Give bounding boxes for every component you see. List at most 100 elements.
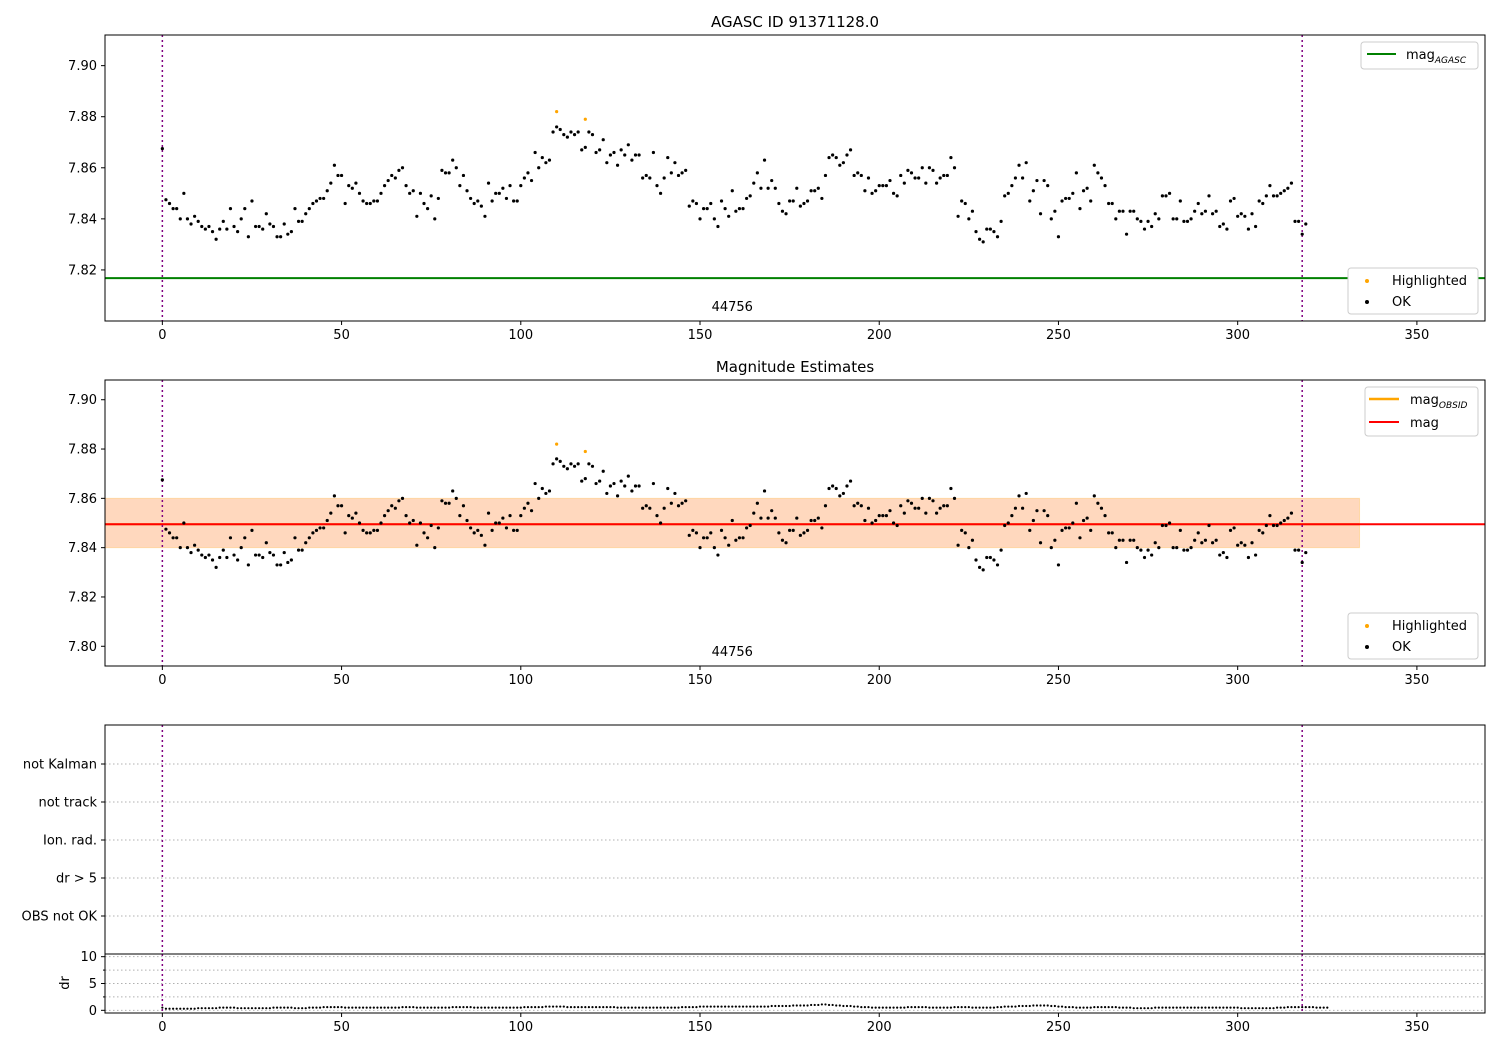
ok-point [644,504,648,508]
ok-point [268,222,272,226]
ok-point [1124,560,1129,565]
ok-point [712,217,716,221]
ok-point [938,506,942,510]
ok-point [1003,194,1007,198]
dr-point [591,1006,594,1009]
ok-point [1185,548,1190,552]
ok-point [773,186,777,190]
ok-point [1006,521,1010,525]
dr-point [404,1006,408,1009]
ok-point [580,148,584,152]
ok-point [1003,523,1007,528]
ok-point [676,173,681,178]
ok-point [924,511,928,515]
ok-point [874,189,878,193]
ok-point [820,526,824,530]
dr-point [247,1007,250,1010]
ok-point [185,217,190,221]
ok-point [1253,553,1258,557]
ok-point [504,526,509,530]
ok-point [486,181,491,185]
ok-point [723,536,727,540]
dr-point [931,1006,935,1009]
dr-point [817,1003,820,1007]
ok-point [189,550,193,555]
dr-point [1222,1006,1225,1009]
ok-point [780,209,785,213]
ok-point [1053,538,1057,542]
ok-point [630,489,634,493]
dr-point [1053,1004,1056,1008]
ok-point [666,486,670,491]
dr-point [1050,1004,1053,1008]
dr-point [1093,1006,1096,1009]
dr-point [175,1007,178,1010]
ok-legend-label: OK [1392,295,1411,310]
ok-point [709,201,713,206]
dr-point [813,1003,816,1007]
ok-point [522,176,526,180]
ok-point [372,199,376,203]
ok-point [845,153,849,157]
mag-band [105,498,1360,548]
ok-point [1110,201,1114,206]
ok-point [1081,518,1086,523]
ok-point [1279,191,1283,195]
ok-point [339,504,344,508]
ok-point [780,538,785,542]
ok-point [454,166,458,170]
ok-point [325,189,329,193]
magnitude-x-tick-label: 150 [688,673,713,688]
magnitude-panel: Magnitude Estimates 44756 0 50 100 150 200 25… [68,358,1486,688]
ok-point [909,171,914,175]
dr-point [992,1006,996,1009]
dr-point [702,1005,705,1008]
ok-point [558,127,562,132]
dr-point [530,1006,533,1009]
ok-point [196,548,200,552]
ok-point [1286,516,1290,520]
ok-point [784,212,788,216]
dr-point [913,1006,917,1009]
dr-point [741,1005,745,1008]
ok-point [537,166,541,170]
ok-point [1175,217,1179,221]
ok-point [680,171,684,175]
dr-point [211,1007,214,1010]
ok-point [891,191,896,195]
ok-point [1175,546,1179,550]
ok-point [927,166,932,170]
ok-point [1210,541,1215,545]
dr-point [1118,1006,1121,1009]
ok-point [261,227,265,231]
ok-point [834,486,838,491]
dr-point [1157,1006,1160,1009]
ok-point [436,196,440,201]
flags-panel: OBS not OK dr > 5 Ion. rad. not track not Ka… [22,724,1486,955]
dr-point [1207,1006,1211,1009]
dr-point [322,1006,325,1009]
ok-point [590,464,595,468]
ok-point [1261,201,1265,206]
dr-point [372,1006,375,1009]
dr-point [1172,1006,1175,1009]
ok-point [963,201,967,206]
ok-point [956,214,960,218]
ok-point [232,553,236,557]
dr-point [1193,1006,1196,1009]
dr-point [526,1006,530,1009]
ok-point [257,553,261,557]
ok-point [587,130,591,134]
ok-point [264,541,268,545]
ok-point [533,150,537,155]
ok-point [221,548,225,552]
dr-point [684,1006,687,1009]
ok-point [408,191,412,195]
magnitude-panel-obsid-label: 44756 [712,645,753,660]
ok-point [228,536,233,540]
dr-point [458,1006,461,1009]
dr-point [462,1006,465,1009]
dr-point [189,1007,193,1010]
dr-point [666,1006,669,1009]
magnitude-x-tick-label: 200 [867,673,892,688]
